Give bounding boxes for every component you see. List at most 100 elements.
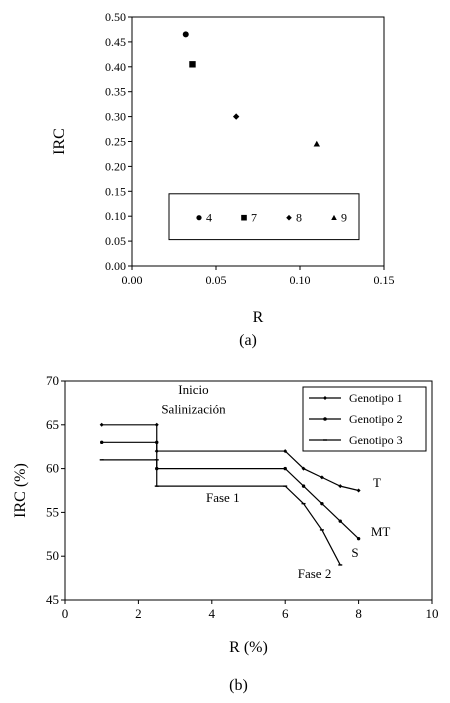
data-point xyxy=(319,475,324,480)
y-tick-label: 0.50 xyxy=(105,10,126,24)
series-line xyxy=(101,459,341,566)
legend-marker xyxy=(331,214,337,220)
panel-label: (a) xyxy=(239,332,257,349)
legend-marker-shape xyxy=(331,214,337,220)
legend-marker-shape xyxy=(286,214,292,221)
data-point-shape xyxy=(338,519,342,523)
y-axis-label: IRC xyxy=(51,128,68,155)
x-tick-label: 0.00 xyxy=(122,273,143,287)
data-point xyxy=(283,466,287,471)
data-point-shape xyxy=(356,536,361,541)
legend-marker-shape xyxy=(241,214,247,221)
legend-label: Genotipo 1 xyxy=(349,391,403,405)
data-point xyxy=(182,31,189,38)
y-tick-label: 0.35 xyxy=(105,85,126,99)
y-tick-label: 0.45 xyxy=(105,35,126,49)
legend: Genotipo 1 Genotipo 2 Genotipo 3 xyxy=(302,386,427,452)
data-point xyxy=(283,449,288,454)
y-axis-label: IRC (%) xyxy=(12,463,29,518)
data-point-shape xyxy=(320,501,324,506)
y-tick-label: 0.10 xyxy=(105,209,126,223)
data-point-shape xyxy=(301,484,306,488)
annotation: S xyxy=(351,545,358,560)
y-tick-label: 45 xyxy=(46,592,59,607)
data-point-shape xyxy=(283,449,288,454)
legend-label: 7 xyxy=(251,211,257,225)
x-axis-label: R (%) xyxy=(229,639,268,656)
y-tick-label: 0.00 xyxy=(105,259,126,273)
data-point-shape xyxy=(319,475,324,480)
annotation: Fase 2 xyxy=(298,566,332,581)
x-tick-label: 0.05 xyxy=(206,273,227,287)
data-point xyxy=(313,140,320,147)
data-point-shape xyxy=(189,61,196,68)
x-tick-label: 6 xyxy=(282,606,289,621)
data-point xyxy=(155,440,159,445)
legend-marker xyxy=(323,417,327,421)
data-point xyxy=(154,422,159,427)
legend-marker-shape xyxy=(196,215,202,221)
legend-marker xyxy=(286,214,292,221)
data-point xyxy=(100,440,104,445)
y-tick-label: 0.20 xyxy=(105,159,126,173)
y-tick-label: 70 xyxy=(46,373,59,388)
data-point-shape xyxy=(155,440,159,445)
legend: 4 7 8 9 xyxy=(168,193,360,241)
data-point xyxy=(232,113,240,120)
data-point xyxy=(301,484,306,488)
y-tick-label: 0.30 xyxy=(105,110,126,124)
legend-marker-shape xyxy=(323,396,327,400)
y-tick-label: 0.25 xyxy=(105,135,126,149)
legend-label: 9 xyxy=(341,211,347,225)
chart-panel-a: 0.00 0.05 0.10 0.15 0.00 0.05 0.10 0.15 0.20 0.25… xyxy=(51,10,395,349)
legend-label: 8 xyxy=(296,211,302,225)
y-tick-label: 0.05 xyxy=(105,234,126,248)
data-point-shape xyxy=(301,466,306,471)
data-point-shape xyxy=(154,422,159,427)
annotation: T xyxy=(373,475,381,490)
data-point-shape xyxy=(232,113,240,120)
legend-marker xyxy=(196,215,202,221)
x-tick-label: 4 xyxy=(209,606,216,621)
x-axis-label: R xyxy=(253,309,264,326)
data-point xyxy=(99,422,104,427)
x-tick-label: 2 xyxy=(135,606,142,621)
data-point xyxy=(320,501,324,506)
data-point-shape xyxy=(338,484,343,489)
y-tick-label: 0.40 xyxy=(105,60,126,74)
legend-label: Genotipo 3 xyxy=(349,433,403,447)
data-point xyxy=(356,536,361,541)
y-tick-label: 55 xyxy=(46,504,59,519)
series-line xyxy=(101,441,360,540)
data-point-shape xyxy=(283,466,287,471)
data-point-shape xyxy=(100,440,104,445)
annotation: Inicio xyxy=(178,382,208,397)
data-point xyxy=(189,61,196,68)
panel-label: (b) xyxy=(229,677,248,694)
chart-panel-b: 0 2 4 6 8 10 45 50 55 60 65 70 R (%) IRC (%) (b) Genoti… xyxy=(12,373,439,694)
legend-marker-shape xyxy=(323,417,327,421)
y-tick-label: 60 xyxy=(46,461,59,476)
y-tick-label: 65 xyxy=(46,417,59,432)
data-point-shape xyxy=(182,31,189,38)
y-tick-label: 50 xyxy=(46,548,59,563)
x-tick-label: 8 xyxy=(355,606,362,621)
x-tick-label: 0.10 xyxy=(290,273,311,287)
x-tick-label: 0.15 xyxy=(374,273,395,287)
x-tick-label: 0 xyxy=(62,606,69,621)
y-tick-label: 0.15 xyxy=(105,184,126,198)
legend-marker xyxy=(323,396,327,400)
annotation: Salinización xyxy=(161,401,226,416)
data-point-shape xyxy=(313,140,320,147)
data-point xyxy=(301,466,306,471)
x-tick-label: 10 xyxy=(426,606,439,621)
data-point xyxy=(338,519,342,523)
series-line xyxy=(101,424,359,492)
plot-frame xyxy=(64,380,433,601)
annotation: MT xyxy=(371,524,391,539)
data-point xyxy=(356,488,361,493)
legend-label: 4 xyxy=(206,211,212,225)
data-point-shape xyxy=(356,488,361,493)
legend-marker xyxy=(241,214,247,221)
